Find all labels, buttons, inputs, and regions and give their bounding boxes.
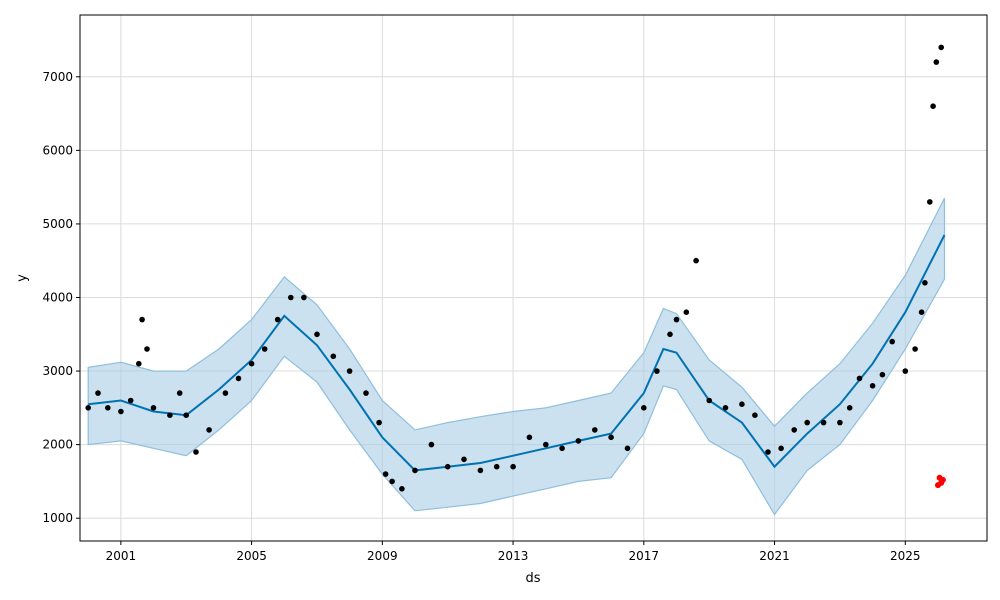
observed-point (526, 434, 533, 441)
observed-point (543, 441, 549, 448)
y-axis: 1000 2000 3000 4000 5000 6000 7000 (42, 70, 80, 525)
observed-point (118, 408, 124, 415)
observed-point (346, 368, 353, 374)
observed-point (330, 353, 337, 360)
observed-point (363, 390, 369, 396)
x-tick-label: 2025 (890, 549, 921, 563)
observed-point (444, 463, 451, 470)
forecast-line-group (88, 234, 946, 472)
observed-points (85, 44, 944, 492)
y-tick-label: 5000 (42, 217, 73, 231)
x-tick-label: 2017 (629, 549, 660, 563)
observed-point (399, 486, 405, 492)
observed-point (856, 375, 863, 382)
observed-point (778, 445, 784, 452)
x-axis: 2001 2005 2009 2013 2017 2021 2025 (106, 541, 921, 563)
x-tick-label: 2001 (106, 549, 137, 563)
observed-point (382, 471, 389, 477)
observed-point (183, 412, 189, 419)
observed-point (804, 419, 810, 426)
y-tick-label: 7000 (42, 70, 73, 84)
observed-point (136, 360, 142, 367)
observed-point (206, 427, 212, 433)
observed-point (938, 44, 944, 51)
observed-point (301, 294, 307, 301)
observed-point (927, 199, 933, 205)
x-tick-label: 2013 (498, 549, 529, 563)
x-tick-label: 2009 (367, 549, 398, 563)
observed-point (261, 346, 268, 352)
observed-point (95, 390, 101, 396)
observed-point (791, 427, 797, 433)
observed-point (248, 360, 255, 367)
observed-point (428, 441, 435, 448)
observed-point (918, 309, 925, 316)
outlier-points (935, 474, 946, 489)
observed-point (889, 338, 895, 345)
observed-point (235, 375, 242, 382)
observed-point (608, 434, 614, 441)
y-tick-label: 3000 (42, 364, 73, 378)
observed-point (314, 331, 320, 338)
observed-point (575, 438, 582, 444)
observed-point (150, 405, 157, 411)
observed-point (654, 368, 660, 374)
observed-point (222, 390, 229, 396)
y-axis-title: y (15, 274, 30, 282)
observed-point (930, 103, 936, 109)
observed-point (673, 316, 680, 323)
observed-point (922, 280, 928, 286)
observed-point (933, 59, 940, 65)
observed-point (144, 346, 150, 352)
observed-point (683, 309, 690, 316)
x-tick-label: 2021 (759, 549, 790, 563)
observed-point (667, 331, 673, 338)
observed-point (105, 405, 111, 411)
plot-frame (79, 14, 988, 542)
observed-point (722, 405, 729, 411)
y-tick-label: 4000 (42, 290, 73, 304)
observed-point (820, 419, 827, 426)
y-tick-label: 1000 (42, 511, 73, 525)
observed-point (477, 467, 484, 474)
observed-point (693, 257, 699, 264)
observed-point (846, 405, 853, 411)
observed-point (193, 449, 199, 455)
y-tick-label: 2000 (42, 438, 73, 452)
x-axis-title: ds (525, 571, 540, 586)
observed-point (624, 445, 631, 452)
observed-point (288, 294, 294, 301)
observed-point (85, 405, 91, 411)
observed-point (127, 397, 134, 404)
observed-point (592, 427, 598, 433)
observed-point (765, 449, 771, 455)
observed-point (752, 412, 758, 419)
observed-point (706, 397, 712, 404)
observed-point (493, 463, 500, 470)
x-tick-label: 2005 (236, 549, 267, 563)
observed-point (274, 316, 281, 323)
observed-point (879, 371, 886, 378)
observed-point (412, 467, 418, 474)
observed-point (739, 401, 745, 408)
uncertainty-interval (87, 197, 946, 516)
outlier-point (939, 476, 946, 483)
observed-point (641, 405, 647, 411)
observed-point (559, 445, 565, 452)
interval-band (87, 197, 946, 516)
observed-point (837, 419, 843, 426)
forecast-line (88, 234, 946, 472)
observed-point (376, 419, 382, 426)
observed-point (902, 368, 909, 374)
y-tick-label: 6000 (42, 143, 73, 157)
observed-point (176, 390, 183, 396)
observed-point (389, 478, 395, 485)
observed-point (167, 412, 173, 419)
observed-point (912, 346, 918, 352)
observed-point (869, 383, 876, 389)
observed-point (139, 316, 145, 323)
observed-point (461, 456, 467, 463)
observed-point (510, 463, 516, 470)
